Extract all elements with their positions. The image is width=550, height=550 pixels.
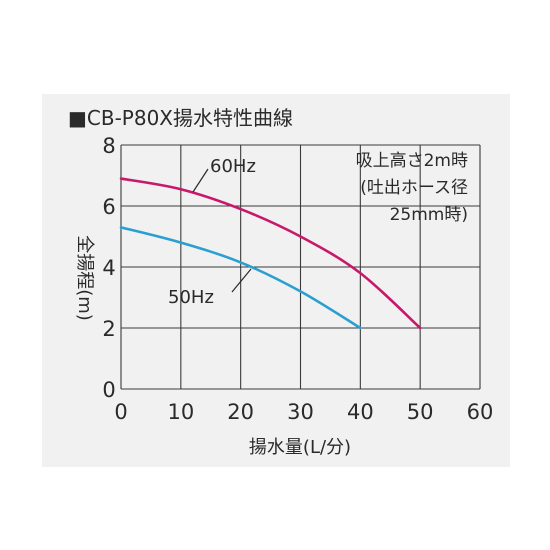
annotation: 吸上高さ2m時 (吐出ホース径 25mm時) — [356, 151, 468, 225]
x-tick-label: 0 — [114, 400, 127, 424]
chart-title: ■CB-P80X揚水特性曲線 — [68, 106, 293, 130]
series-label-60hz-group: 60Hz — [192, 156, 256, 193]
x-tick-label: 30 — [287, 400, 314, 424]
x-tick-label: 60 — [467, 400, 494, 424]
annotation-line-1: 吸上高さ2m時 — [356, 151, 468, 171]
y-axis-title: 全揚程(m) — [74, 235, 95, 321]
x-axis-title: 揚水量(L/分) — [249, 437, 351, 458]
series-line-50hz — [119, 226, 362, 330]
chart-background — [42, 94, 510, 467]
y-tick-label: 6 — [102, 195, 115, 219]
y-tick-labels: 0 2 4 6 8 — [102, 134, 115, 402]
x-tick-label: 10 — [167, 400, 194, 424]
series-line-60hz — [119, 177, 422, 330]
annotation-line-2: (吐出ホース径 — [360, 178, 468, 198]
series-label-50hz: 50Hz — [168, 287, 214, 308]
leader-50hz — [231, 268, 252, 293]
y-tick-label: 8 — [102, 134, 115, 158]
leader-60hz — [192, 168, 209, 193]
y-tick-label: 0 — [102, 378, 115, 402]
annotation-line-3: 25mm時) — [390, 205, 468, 225]
x-tick-label: 20 — [227, 400, 254, 424]
y-tick-label: 4 — [102, 256, 115, 280]
x-tick-label: 40 — [347, 400, 374, 424]
grid — [120, 144, 481, 390]
x-tick-label: 50 — [407, 400, 434, 424]
curves — [119, 177, 422, 330]
series-label-50hz-group: 50Hz — [168, 268, 252, 308]
x-tick-labels: 0 10 20 30 40 50 60 — [114, 400, 493, 424]
series-label-60hz: 60Hz — [210, 156, 256, 177]
y-tick-label: 2 — [102, 317, 115, 341]
